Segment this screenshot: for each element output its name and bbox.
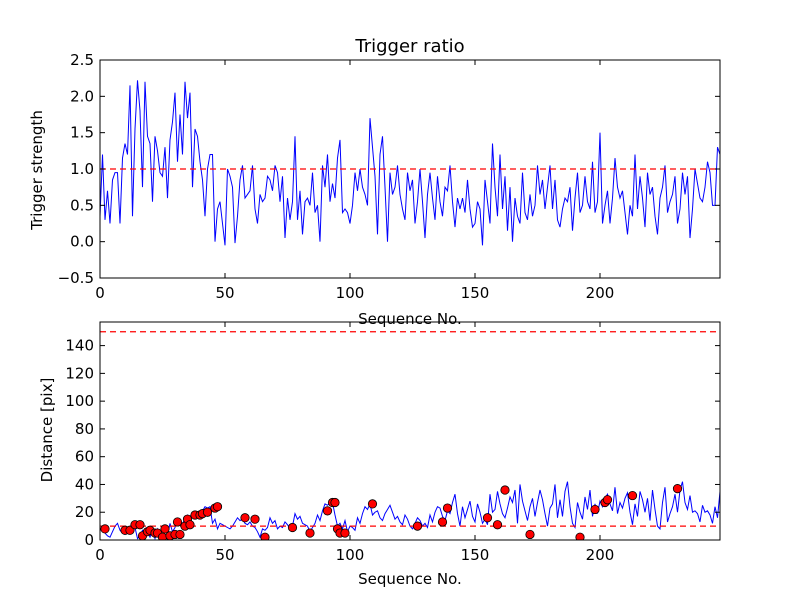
y-tick-label: 0.5 bbox=[70, 196, 94, 214]
x-axis-label: Sequence No. bbox=[358, 310, 462, 328]
data-point-marker bbox=[482, 513, 493, 523]
x-tick-label: 50 bbox=[215, 546, 234, 564]
series-line bbox=[100, 80, 720, 246]
plot-marks bbox=[100, 331, 720, 540]
data-point-marker bbox=[175, 529, 185, 540]
data-point-marker bbox=[135, 520, 145, 530]
y-tick-label: 1.5 bbox=[70, 124, 94, 142]
plot-marks bbox=[100, 80, 720, 246]
plot-area bbox=[100, 80, 720, 246]
data-point-marker bbox=[590, 504, 600, 515]
x-tick-label: 0 bbox=[95, 546, 105, 564]
data-point-marker bbox=[322, 506, 333, 516]
y-axis-label: Distance [pix] bbox=[38, 378, 56, 483]
data-point-marker bbox=[100, 524, 110, 534]
axes-frame bbox=[99, 321, 721, 541]
y-tick-label: 0 bbox=[84, 531, 94, 549]
y-tick-label: 0.0 bbox=[70, 233, 94, 251]
data-point-marker bbox=[492, 520, 503, 530]
data-point-marker bbox=[202, 507, 213, 517]
data-point-marker bbox=[412, 521, 423, 531]
data-point-marker bbox=[575, 532, 585, 540]
x-tick-label: 200 bbox=[586, 546, 615, 564]
data-point-marker bbox=[627, 490, 638, 501]
data-point-marker bbox=[287, 522, 298, 533]
data-point-marker bbox=[330, 497, 340, 508]
data-point-marker bbox=[305, 528, 315, 538]
data-point-marker bbox=[160, 524, 170, 534]
data-point-marker bbox=[240, 513, 250, 523]
axes-frame bbox=[99, 59, 721, 279]
y-tick-label: 2.5 bbox=[70, 51, 94, 69]
x-tick-label: 200 bbox=[586, 284, 615, 302]
y-tick-label: 100 bbox=[65, 392, 94, 410]
data-point-marker bbox=[250, 514, 260, 524]
data-point-marker bbox=[367, 499, 378, 509]
y-tick-label: 40 bbox=[75, 475, 94, 493]
data-point-marker bbox=[525, 529, 535, 540]
chart-title: Trigger ratio bbox=[354, 36, 464, 57]
data-point-marker bbox=[172, 517, 183, 527]
y-tick-label: −0.5 bbox=[58, 269, 94, 287]
y-tick-label: 140 bbox=[65, 337, 94, 355]
data-point-marker bbox=[260, 532, 270, 540]
y-tick-label: 20 bbox=[75, 503, 94, 521]
x-tick-label: 100 bbox=[336, 284, 365, 302]
y-tick-label: 1.0 bbox=[70, 160, 94, 178]
plot-area bbox=[100, 331, 720, 540]
x-tick-label: 50 bbox=[215, 284, 234, 302]
axes: 0 50 100 150 200 −0.5 0.0 0.5 1.0 1.5 2.0 2.5 bbox=[58, 51, 720, 302]
data-point-marker bbox=[602, 495, 613, 505]
data-point-marker bbox=[500, 485, 510, 495]
y-axis-label: Trigger strength bbox=[28, 110, 46, 231]
data-point-marker bbox=[442, 503, 453, 513]
y-tick-label: 2.0 bbox=[70, 87, 94, 105]
x-tick-label: 100 bbox=[336, 546, 365, 564]
y-tick-label: 120 bbox=[65, 364, 94, 382]
y-tick-label: 60 bbox=[75, 448, 94, 466]
data-point-marker bbox=[672, 484, 683, 494]
data-point-marker bbox=[437, 517, 448, 527]
distance-plot: Sequence No. Distance [pix] 0 50 100 150 200… bbox=[38, 321, 721, 588]
axes: 0 50 100 150 200 0 20 40 60 80 100 120 140 bbox=[65, 322, 720, 564]
x-tick-label: 150 bbox=[461, 284, 490, 302]
x-tick-label: 150 bbox=[461, 546, 490, 564]
x-axis-label: Sequence No. bbox=[358, 570, 462, 588]
y-tick-label: 80 bbox=[75, 420, 94, 438]
trigger-ratio-plot: Trigger ratio Sequence No. Trigger stren… bbox=[28, 36, 721, 328]
data-point-marker bbox=[185, 520, 195, 530]
data-point-marker bbox=[340, 528, 350, 538]
data-point-marker bbox=[212, 502, 223, 512]
x-tick-label: 0 bbox=[95, 284, 105, 302]
